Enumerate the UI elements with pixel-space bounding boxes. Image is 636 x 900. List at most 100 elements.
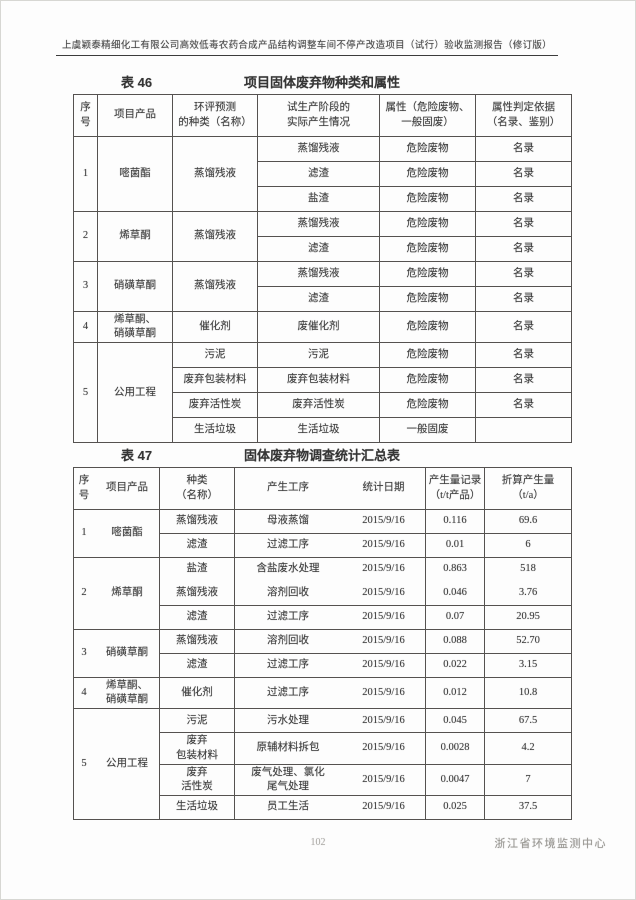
waste-kind-cell: 盐渣 xyxy=(159,557,235,582)
converted-amount-cell: 69.6 xyxy=(484,509,572,534)
attribute-cell: 危险废物 xyxy=(379,310,476,344)
attribute-cell: 危险废物 xyxy=(379,367,476,394)
waste-kind-cell: 滤渣 xyxy=(159,653,235,678)
actual-waste-cell: 废弃包装材料 xyxy=(257,367,380,394)
page-number: 102 xyxy=(310,837,326,848)
product-cell: 嘧菌酯 xyxy=(97,136,173,212)
basis-cell xyxy=(475,417,572,444)
col-header-converted: 折算产生量 （t/a） xyxy=(484,467,572,510)
table-row: 废弃 包装材料 原辅材料拆包 2015/9/16 0.0028 4.2 xyxy=(74,732,572,765)
table46-label: 表 46 xyxy=(121,75,153,90)
footer-organization: 浙江省环境监测中心 xyxy=(494,838,607,850)
row-number-cell: 4 xyxy=(73,676,95,710)
record-amount-cell: 0.088 xyxy=(425,629,485,654)
waste-kind-cell: 滤渣 xyxy=(159,605,235,630)
attribute-cell: 危险废物 xyxy=(379,261,476,287)
converted-amount-cell: 3.76 xyxy=(484,581,572,606)
eia-predicted-cell: 蒸馏残液 xyxy=(172,136,258,212)
actual-waste-cell: 滤渣 xyxy=(257,286,380,312)
product-cell: 烯草酮、 硝磺草酮 xyxy=(97,310,173,344)
basis-cell: 名录 xyxy=(475,186,572,212)
row-number-cell: 1 xyxy=(73,136,98,212)
basis-cell: 名录 xyxy=(475,136,572,162)
table-row: 1 嘧菌酯 蒸馏残液 母液蒸馏 2015/9/16 0.116 69.6 xyxy=(73,509,572,558)
table47-caption: 表 47 固体废弃物调查统计汇总表 xyxy=(73,445,571,464)
attribute-cell: 危险废物 xyxy=(379,136,476,162)
actual-waste-cell: 蒸馏残液 xyxy=(257,136,380,162)
converted-amount-cell: 7 xyxy=(484,763,572,797)
process-cell: 废气处理、氯化 尾气处理 xyxy=(234,763,342,797)
survey-date-cell: 2015/9/16 xyxy=(341,708,426,734)
table-row: 4 烯草酮、 硝磺草酮 催化剂 废催化剂 危险废物 名录 xyxy=(73,310,572,344)
actual-waste-cell: 废催化剂 xyxy=(257,310,380,344)
eia-predicted-cell: 蒸馏残液 xyxy=(172,261,258,312)
row-number-cell: 2 xyxy=(73,211,98,262)
waste-kind-cell: 污泥 xyxy=(159,708,235,734)
table-row: 2 烯草酮 蒸馏残液 蒸馏残液 危险废物 名录 xyxy=(73,211,572,262)
row-number-cell: 2 xyxy=(73,557,95,630)
actual-waste-cell: 蒸馏残液 xyxy=(257,211,380,237)
row-number-cell: 3 xyxy=(73,629,95,678)
table-row: 1 嘧菌酯 蒸馏残液 蒸馏残液 危险废物 名录 xyxy=(73,136,572,212)
waste-kind-cell: 蒸馏残液 xyxy=(159,629,235,654)
col-header-product: 项目产品 xyxy=(97,94,173,137)
table-row: 废弃 活性炭 废气处理、氯化 尾气处理 2015/9/16 0.0047 7 xyxy=(74,763,572,797)
table-row: 5 公用工程 污泥 污水处理 2015/9/16 0.045 67.5 xyxy=(73,708,572,821)
product-cell: 公用工程 xyxy=(97,342,173,444)
basis-cell: 名录 xyxy=(475,392,572,419)
actual-waste-cell: 滤渣 xyxy=(257,236,380,262)
table-row: 生活垃圾 员工生活 2015/9/16 0.025 37.5 xyxy=(74,795,572,821)
product-cell: 烯草酮 xyxy=(94,557,160,630)
record-amount-cell: 0.0047 xyxy=(425,763,485,797)
table-solid-waste-types: 序 号 项目产品 环评预测 的种类（名称） 试生产阶段的 实际产生情况 属性（危… xyxy=(73,94,572,444)
attribute-cell: 危险废物 xyxy=(379,211,476,237)
converted-amount-cell: 20.95 xyxy=(484,605,572,630)
basis-cell: 名录 xyxy=(475,367,572,394)
attribute-cell: 危险废物 xyxy=(379,236,476,262)
waste-kind-cell: 蒸馏残液 xyxy=(159,509,235,534)
record-amount-cell: 0.045 xyxy=(425,708,485,734)
row-number-cell: 5 xyxy=(73,708,95,821)
process-cell: 员工生活 xyxy=(234,795,342,821)
table-row: 4 烯草酮、 硝磺草酮 催化剂 过滤工序 2015/9/16 0.012 10.8 xyxy=(73,676,572,710)
basis-cell: 名录 xyxy=(475,342,572,369)
process-cell: 过滤工序 xyxy=(234,676,342,710)
col-header-attribute: 属性（危险废物、 一般固废） xyxy=(379,94,476,137)
actual-waste-cell: 蒸馏残液 xyxy=(257,261,380,287)
record-amount-cell: 0.07 xyxy=(425,605,485,630)
col-header-actual: 试生产阶段的 实际产生情况 xyxy=(257,94,380,137)
table-row: 滤渣 危险废物 名录 xyxy=(74,286,572,312)
col-header-product: 项目产品 xyxy=(94,467,160,510)
table46-header-row: 序 号 项目产品 环评预测 的种类（名称） 试生产阶段的 实际产生情况 属性（危… xyxy=(73,94,572,137)
basis-cell: 名录 xyxy=(475,211,572,237)
table-row: 废弃包装材料 废弃包装材料 危险废物 名录 xyxy=(74,367,572,394)
survey-date-cell: 2015/9/16 xyxy=(341,732,426,765)
survey-date-cell: 2015/9/16 xyxy=(341,557,426,582)
eia-predicted-cell: 蒸馏残液 xyxy=(172,211,258,262)
row-number-cell: 4 xyxy=(73,310,98,344)
col-header-date: 统计日期 xyxy=(341,467,426,510)
attribute-cell: 危险废物 xyxy=(379,392,476,419)
converted-amount-cell: 67.5 xyxy=(484,708,572,734)
report-header-title: 上虞颖泰精细化工有限公司高效低毒农药合成产品结构调整车间不停产改造项目（试行）验… xyxy=(56,37,558,56)
process-cell: 过滤工序 xyxy=(234,653,342,678)
col-header-basis: 属性判定依据 （名录、鉴别） xyxy=(475,94,572,137)
product-cell: 硝磺草酮 xyxy=(94,629,160,678)
attribute-cell: 危险废物 xyxy=(379,161,476,187)
table-row: 3 硝磺草酮 蒸馏残液 蒸馏残液 危险废物 名录 xyxy=(73,261,572,312)
converted-amount-cell: 52.70 xyxy=(484,629,572,654)
record-amount-cell: 0.025 xyxy=(425,795,485,821)
basis-cell: 名录 xyxy=(475,161,572,187)
record-amount-cell: 0.046 xyxy=(425,581,485,606)
survey-date-cell: 2015/9/16 xyxy=(341,676,426,710)
col-header-no: 序 号 xyxy=(73,467,95,510)
survey-date-cell: 2015/9/16 xyxy=(341,629,426,654)
basis-cell: 名录 xyxy=(475,310,572,344)
record-amount-cell: 0.022 xyxy=(425,653,485,678)
table-solid-waste-statistics: 序 号 项目产品 种类 （名称） 产生工序 统计日期 产生量记录 （t/t产品）… xyxy=(73,467,572,821)
table-row: 2 烯草酮 盐渣 含盐废水处理 2015/9/16 0.863 518 xyxy=(73,557,572,630)
table-row: 滤渣 过滤工序 2015/9/16 0.01 6 xyxy=(74,533,572,558)
table-row: 盐渣 危险废物 名录 xyxy=(74,186,572,212)
basis-cell: 名录 xyxy=(475,286,572,312)
